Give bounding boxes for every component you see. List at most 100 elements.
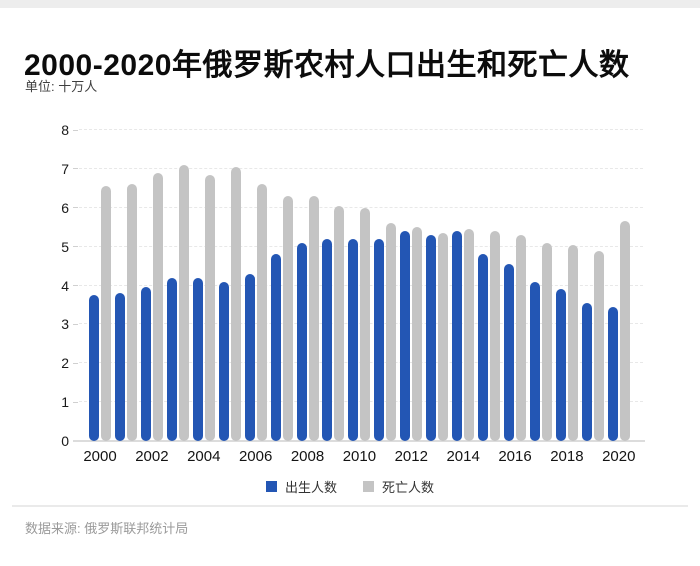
y-axis-tick-7: 7 [61,162,78,176]
bar-死亡人数-2000 [101,186,111,441]
bar-死亡人数-2005 [230,166,241,441]
bar-死亡人数-2014 [464,229,475,441]
x-axis-baseline [73,440,645,442]
y-tick-mark [73,129,78,131]
bar-死亡人数-2011 [386,223,397,441]
bar-group-2013 [426,130,449,441]
bar-死亡人数-2012 [412,227,423,441]
bar-group-2007 [270,130,293,441]
y-tick-mark [73,285,78,286]
bar-group-2008 [296,130,319,441]
y-tick-mark [73,362,78,364]
bar-出生人数-2004 [192,277,203,441]
bar-死亡人数-2010 [360,207,371,441]
bar-死亡人数-2020 [619,221,630,441]
bar-死亡人数-2015 [490,231,501,441]
x-axis-label-2009 [322,448,344,465]
chart-legend: 出生人数 死亡人数 [0,477,700,496]
bar-group-2009 [322,130,345,441]
bar-groups [79,130,643,441]
page-title: 2000-2020年俄罗斯农村人口出生和死亡人数 [24,49,630,83]
bar-group-2003 [166,130,189,441]
bar-出生人数-2005 [218,281,229,441]
bar-group-2017 [529,130,552,441]
bar-死亡人数-2006 [256,184,267,441]
y-tick-mark [73,401,78,403]
bar-出生人数-2000 [89,295,99,441]
bar-死亡人数-2008 [308,196,319,441]
bar-死亡人数-2016 [516,234,526,441]
x-axis-label-2002: 2002 [135,448,169,465]
bar-出生人数-2003 [166,277,177,441]
data-source: 数据来源: 俄罗斯联邦统计局 [25,521,189,536]
page-top-border [0,0,700,8]
bar-死亡人数-2002 [152,172,163,441]
bar-group-2006 [244,130,267,441]
y-tick-mark [73,323,78,325]
bar-group-2001 [114,130,137,441]
y-axis-tick-6: 6 [61,201,78,215]
bar-出生人数-2016 [504,264,514,441]
bar-group-2011 [374,130,397,441]
bar-group-2020 [607,130,630,441]
bar-出生人数-2008 [296,242,307,441]
bar-出生人数-2018 [555,289,566,441]
bar-出生人数-2015 [478,254,489,441]
bar-死亡人数-2004 [204,174,215,441]
legend-item-deaths: 死亡人数 [363,477,434,496]
bar-group-2012 [400,130,423,441]
x-axis-label-2017 [530,448,552,465]
x-axis-label-2016: 2016 [498,448,532,465]
gridline-8 [79,129,643,130]
x-axis-label-2010: 2010 [342,448,377,465]
bar-出生人数-2020 [607,306,618,441]
bar-group-2000 [89,130,111,441]
bar-group-2019 [581,130,604,441]
footer-divider [12,505,688,507]
bar-出生人数-2011 [374,238,385,441]
legend-label-deaths: 死亡人数 [382,480,435,495]
y-tick-mark [73,168,78,170]
bar-出生人数-2012 [400,231,411,441]
bar-group-2002 [140,130,163,441]
x-axis-label-2005 [219,448,241,465]
x-axis-label-2015 [478,448,500,465]
bar-死亡人数-2019 [593,250,604,441]
x-axis-label-2019 [582,448,604,465]
bar-死亡人数-2007 [282,196,293,441]
x-axis-label-2006: 2006 [238,448,273,465]
y-axis-tick-8: 8 [61,123,78,137]
bar-死亡人数-2001 [126,184,137,441]
bar-死亡人数-2003 [178,165,189,441]
x-axis-label-2014: 2014 [446,448,480,465]
legend-label-births: 出生人数 [284,480,337,495]
bar-出生人数-2009 [322,238,333,441]
x-axis-label-2020: 2020 [602,448,636,465]
bar-死亡人数-2017 [541,242,552,441]
unit-label: 单位: 十万人 [25,79,98,94]
x-axis-label-2018: 2018 [550,448,584,465]
bar-group-2018 [555,130,578,441]
bar-出生人数-2001 [114,293,125,441]
y-tick-mark [73,246,78,248]
bar-group-2005 [218,130,241,441]
bar-出生人数-2014 [452,231,463,441]
y-axis-tick-3: 3 [61,317,78,331]
x-axis-label-2000: 2000 [83,448,117,465]
bar-group-2014 [452,130,475,441]
y-axis-tick-4: 4 [61,279,78,293]
bar-死亡人数-2018 [567,244,578,441]
bar-group-2004 [192,130,215,441]
x-axis-label-2013 [426,448,448,465]
gridline-7 [79,167,643,169]
y-axis-tick-5: 5 [61,240,78,254]
bar-出生人数-2010 [348,238,359,441]
bar-死亡人数-2009 [334,205,345,441]
y-tick-mark [73,207,78,209]
x-axis-label-2012: 2012 [394,448,428,465]
gridline-6 [79,206,643,208]
legend-swatch-deaths [363,481,374,492]
x-axis-label-2007 [271,448,293,465]
legend-swatch-births [265,481,277,492]
